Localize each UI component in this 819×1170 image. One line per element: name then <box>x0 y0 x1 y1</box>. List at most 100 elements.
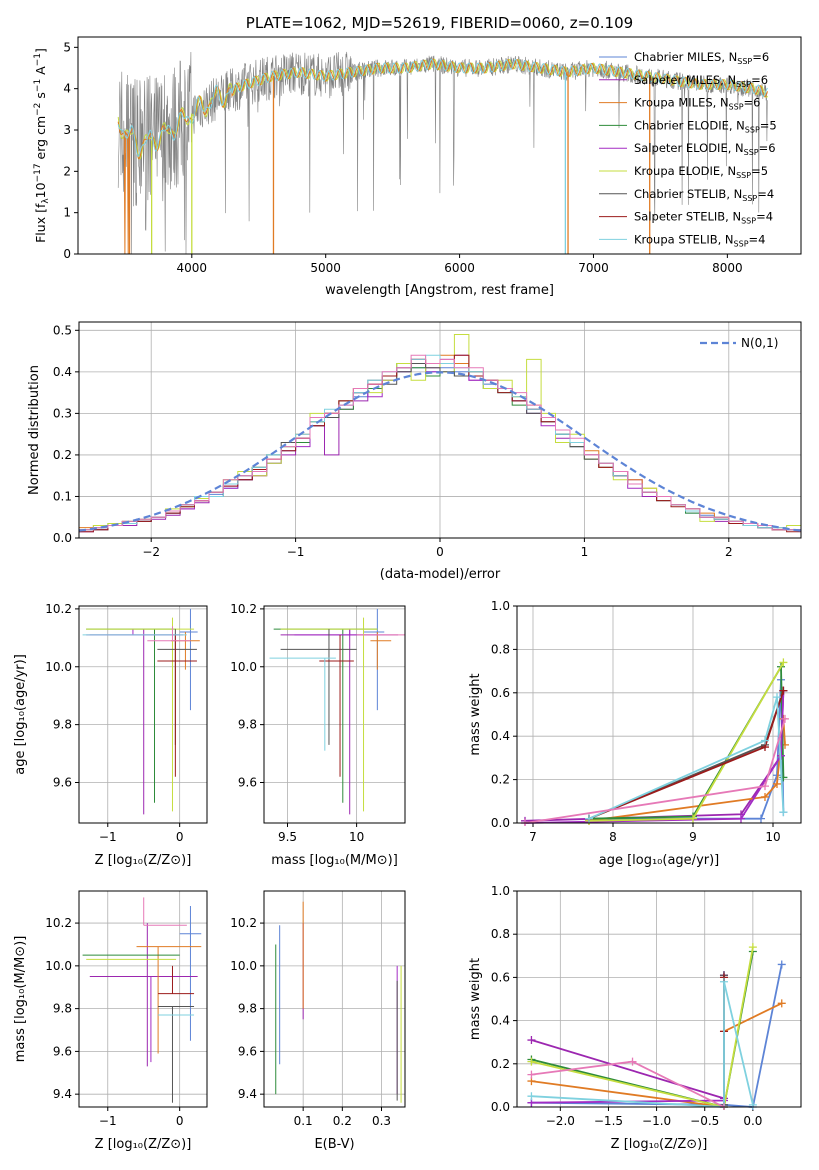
axes-frame-weight-vs-age <box>516 605 802 824</box>
x-tick-label: 10 <box>349 830 364 844</box>
weight-point-marker <box>757 814 765 823</box>
y-tick-label: 9.4 <box>53 1087 72 1101</box>
plot-area-weight-vs-age <box>521 658 789 826</box>
axes-frame-age-vs-z <box>78 605 208 824</box>
weight-point-marker <box>761 792 769 801</box>
y-tick-label: 0.0 <box>53 531 72 545</box>
spectrum-xlabel: wavelength [Angstrom, rest frame] <box>325 283 554 298</box>
y-tick-label: 0.8 <box>491 642 510 656</box>
x-tick-label: −1 <box>99 830 117 844</box>
axes-mass-vs-ebv <box>260 891 405 1111</box>
x-tick-label: 0.2 <box>333 1114 352 1128</box>
y-tick-label: 10.2 <box>230 916 257 930</box>
y-tick-label: 0.0 <box>491 1100 510 1114</box>
hist-plot-area <box>79 334 801 538</box>
x-tick-label: 7 <box>529 830 537 844</box>
x-tick-label: −2 <box>142 545 160 559</box>
x-tick-label: −1 <box>99 1114 117 1128</box>
y-tick-label: 0.4 <box>53 365 72 379</box>
ylabel-mass-vs-z: mass [log₁₀(M/M⊙)] <box>13 936 28 1063</box>
legend-label: Chabrier ELODIE, NSSP=5 <box>634 118 777 134</box>
y-tick-label: 1.0 <box>491 599 510 613</box>
axes-frame-mass-vs-ebv <box>263 890 406 1108</box>
plot-area-age-vs-z <box>82 608 200 815</box>
x-tick-label: −1 <box>287 545 305 559</box>
axes-spectrum <box>74 46 728 258</box>
ylabel-weight-vs-z: mass weight <box>468 958 483 1040</box>
y-tick-label: 0.6 <box>491 686 510 700</box>
weight-point-marker <box>585 814 593 823</box>
y-tick-label: 0.1 <box>53 489 72 503</box>
x-tick-label: −1.5 <box>594 1114 623 1128</box>
weight-point-marker <box>777 960 786 969</box>
y-tick-label: 2 <box>63 164 71 178</box>
y-tick-label: 0.6 <box>491 970 510 984</box>
y-tick-label: 0.4 <box>491 1014 510 1028</box>
weight-series-line <box>531 951 754 1109</box>
x-tick-label: −1.0 <box>642 1114 671 1128</box>
x-tick-label: 1 <box>581 545 589 559</box>
weight-point-marker <box>779 686 788 695</box>
weight-point-marker <box>527 1092 536 1101</box>
axes-frame-weight-vs-z <box>516 890 802 1108</box>
weight-point-marker <box>689 814 697 823</box>
x-tick-label: 0 <box>176 1114 184 1128</box>
legend-label: Chabrier MILES, NSSP=6 <box>634 50 769 66</box>
observed-spectrum-line <box>117 51 768 254</box>
weight-point-marker <box>527 1036 536 1045</box>
y-tick-label: 0.2 <box>491 773 510 787</box>
ylabel-age-vs-z: age [log₁₀(age/yr)] <box>13 654 28 775</box>
x-tick-label: 5000 <box>310 261 341 275</box>
model-spectrum-line <box>117 58 768 254</box>
xlabel-age-vs-z: Z [log₁₀(Z/Z⊙)] <box>95 853 192 868</box>
y-tick-label: 9.8 <box>53 718 72 732</box>
hist-ylabel: Normed distribution <box>27 365 42 495</box>
xlabel-weight-vs-age: age [log₁₀(age/yr)] <box>599 853 720 868</box>
x-tick-label: 0.0 <box>743 1114 762 1128</box>
y-tick-label: 9.6 <box>53 775 72 789</box>
ylabel-weight-vs-age: mass weight <box>468 673 483 755</box>
y-tick-label: 10.0 <box>230 959 257 973</box>
y-tick-label: 4 <box>63 82 71 96</box>
x-tick-label: 2 <box>725 545 733 559</box>
weight-point-marker <box>781 714 789 723</box>
y-tick-label: 10.2 <box>45 602 72 616</box>
y-tick-label: 1 <box>63 206 71 220</box>
weight-point-marker <box>748 943 757 952</box>
weight-point-marker <box>628 1057 637 1066</box>
legend-label: Kroupa STELIB, NSSP=4 <box>634 232 765 248</box>
y-tick-label: 0.4 <box>491 729 510 743</box>
y-tick-label: 10.0 <box>45 959 72 973</box>
axes-frame-spectrum <box>77 36 802 255</box>
x-tick-label: 0 <box>176 830 184 844</box>
legend-normal-label: N(0,1) <box>741 336 778 350</box>
y-tick-label: 3 <box>63 123 71 137</box>
xlabel-weight-vs-z: Z [log₁₀(Z/Z⊙)] <box>611 1137 708 1152</box>
axes-frame-mass-vs-z <box>78 890 208 1108</box>
xlabel-age-vs-mass: mass [log₁₀(M/M⊙)] <box>271 853 398 868</box>
y-tick-label: 10.0 <box>230 660 257 674</box>
x-tick-label: 4000 <box>177 261 208 275</box>
y-tick-label: 0.2 <box>491 1057 510 1071</box>
y-tick-label: 0 <box>63 247 71 261</box>
plot-area-mass-vs-ebv <box>275 901 402 1103</box>
x-tick-label: −2.0 <box>546 1114 575 1128</box>
y-tick-label: 0.2 <box>53 448 72 462</box>
y-tick-label: 9.8 <box>238 1002 257 1016</box>
y-tick-label: 10.0 <box>45 660 72 674</box>
spectrum-ylabel: Flux [fλ10−17 erg cm−2 s−1 A−1] <box>33 48 51 243</box>
weight-point-marker <box>719 977 728 986</box>
y-tick-label: 0.5 <box>53 323 72 337</box>
xlabel-mass-vs-z: Z [log₁₀(Z/Z⊙)] <box>95 1137 192 1152</box>
y-tick-label: 9.8 <box>53 1002 72 1016</box>
y-tick-label: 9.6 <box>238 1044 257 1058</box>
weight-series-line <box>531 947 754 1109</box>
spectrum-plot-area <box>117 51 768 254</box>
y-tick-label: 0.3 <box>53 406 72 420</box>
y-tick-label: 9.6 <box>53 1044 72 1058</box>
x-tick-label: 0 <box>436 545 444 559</box>
x-tick-label: 8 <box>609 830 617 844</box>
weight-point-marker <box>779 658 788 667</box>
weight-point-marker <box>779 808 788 817</box>
